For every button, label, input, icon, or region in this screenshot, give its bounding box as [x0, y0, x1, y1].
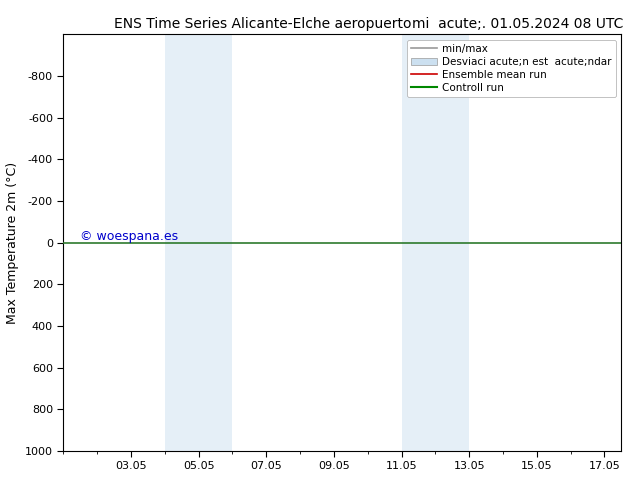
Text: © woespana.es: © woespana.es: [80, 229, 178, 243]
Bar: [165, 34, 233, 451]
Y-axis label: Max Temperature 2m (°C): Max Temperature 2m (°C): [6, 162, 20, 323]
Text: mi  acute;. 01.05.2024 08 UTC: mi acute;. 01.05.2024 08 UTC: [412, 17, 623, 31]
Legend: min/max, Desviaci acute;n est  acute;ndar, Ensemble mean run, Controll run: min/max, Desviaci acute;n est acute;ndar…: [407, 40, 616, 97]
Bar: [401, 34, 469, 451]
Text: ENS Time Series Alicante-Elche aeropuerto: ENS Time Series Alicante-Elche aeropuert…: [114, 17, 411, 31]
